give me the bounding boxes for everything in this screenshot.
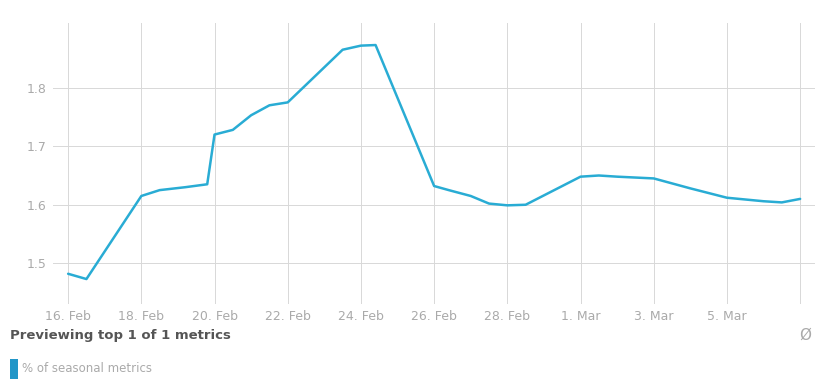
Text: % of seasonal metrics: % of seasonal metrics [22, 362, 152, 375]
Text: Ø: Ø [799, 328, 811, 343]
FancyBboxPatch shape [10, 359, 18, 379]
Text: Previewing top 1 of 1 metrics: Previewing top 1 of 1 metrics [10, 329, 230, 342]
